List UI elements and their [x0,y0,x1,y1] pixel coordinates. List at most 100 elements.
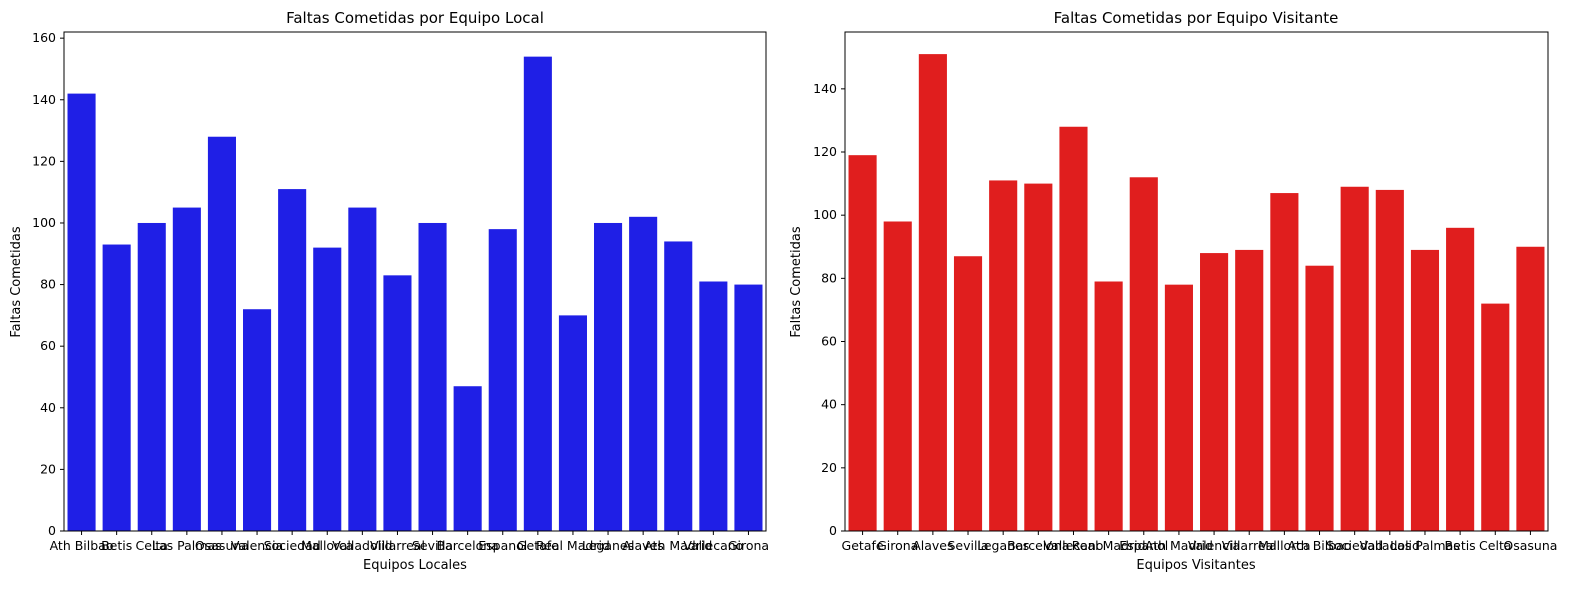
bar [1129,177,1158,531]
y-tick-label: 20 [821,460,837,475]
bar [137,222,166,531]
y-tick-label: 140 [813,81,837,96]
bar [1340,186,1369,531]
x-tick-label: Sociedad [264,538,321,553]
x-tick-label: Osasuna [1503,538,1557,553]
bar [383,275,412,531]
bar [207,136,236,531]
x-tick-label: Barcelona [1007,538,1069,553]
x-axis-label: Equipos Locales [363,558,467,573]
y-tick-label: 100 [32,215,56,230]
x-tick-label: Espanol [1119,538,1168,553]
bar [1200,253,1229,532]
x-tick-label: Mallorca [301,538,353,553]
bars-group [848,54,1545,532]
x-tick-label: Las Palmas [152,538,222,553]
x-tick-label: Girona [728,538,769,553]
x-tick-label: Sevilla [412,538,453,553]
bar [883,221,912,532]
x-tick-label: Real Madrid [536,538,610,553]
bar [243,309,272,531]
bar [1305,265,1334,531]
bar [558,315,587,531]
y-tick-label: 40 [821,397,837,412]
bar [629,216,658,531]
bar [953,256,983,531]
x-tick-label: Betis [101,538,132,553]
y-axis-label: Faltas Cometidas [789,226,804,337]
bar [1446,227,1475,531]
x-tick-label: Celta [136,538,168,553]
x-tick-label: Villarreal [370,538,425,553]
bar [699,281,728,531]
visitor-fouls-chart: Faltas Cometidas por Equipo Visitante 0 2… [789,9,1557,573]
x-tick-label: Girona [877,538,918,553]
y-tick-label: 120 [32,153,56,168]
bar [918,54,947,531]
bar [278,189,307,531]
x-tick-label: Alaves [912,538,953,553]
y-tick-label: 60 [821,334,837,349]
y-tick-label: 100 [813,207,837,222]
y-tick-label: 140 [32,92,56,107]
y-tick-label: 0 [829,523,837,538]
y-tick-label: 160 [32,30,56,45]
x-tick-label: Leganes [582,538,634,553]
plot-frame [844,31,1549,532]
chart-title: Faltas Cometidas por Equipo Visitante [1054,9,1339,27]
bar [1516,246,1545,531]
bar [1024,183,1053,531]
x-tick-label: Las Palmas [1390,538,1460,553]
x-tick-label: Osasuna [195,538,249,553]
bar [313,247,342,531]
y-tick-label: 120 [813,144,837,159]
x-tick-label: Villarreal [1222,538,1277,553]
bar [734,284,763,531]
x-tick-label: Celta [1479,538,1511,553]
y-tick-label: 80 [821,270,837,285]
bar [1375,189,1404,532]
bar [848,155,877,531]
bar [172,207,201,531]
bar [102,244,131,531]
x-tick-label: Getafe [517,538,559,553]
bar [1059,126,1088,532]
x-tick-label: Ath Madrid [1145,538,1213,553]
x-tick-label: Espanol [478,538,527,553]
local-fouls-chart: Faltas Cometidas por Equipo Local 0 20 40 6… [9,9,769,573]
bar [488,229,517,531]
bar [523,56,552,532]
x-axis-label: Equipos Visitantes [1136,558,1255,573]
bar [1094,281,1123,531]
y-ticks: 0 20 40 60 80 100 120 140 [813,81,845,538]
x-tick-label: Ath Bilbao [1288,538,1352,553]
x-tick-label: Betis [1445,538,1476,553]
bar [1410,249,1440,531]
x-tick-label: Ath Madrid [644,538,712,553]
bar [67,93,96,532]
x-tick-label: Sevilla [947,538,988,553]
x-tick-label: Mallorca [1258,538,1310,553]
x-tick-label: Real Madrid [1072,538,1146,553]
bar [989,180,1018,531]
y-ticks: 0 20 40 60 80 100 120 140 160 [32,30,64,538]
y-axis-label: Faltas Cometidas [9,226,24,337]
bar [348,207,377,531]
x-tick-label: Ath Bilbao [50,538,114,553]
bars-group [67,56,763,532]
y-tick-label: 0 [48,523,56,538]
bar [418,222,447,531]
bar [664,241,693,531]
x-tick-label: Barcelona [436,538,498,553]
bar [1481,303,1510,531]
y-tick-label: 60 [40,338,56,353]
bar [1164,284,1193,531]
bar [1235,249,1264,531]
y-tick-label: 80 [40,277,56,292]
x-tick-label: Getafe [842,538,884,553]
x-tick-label: Vallecano [1043,538,1103,553]
x-tick-label: Leganes [977,538,1029,553]
x-tick-label: Valladolid [332,538,392,553]
